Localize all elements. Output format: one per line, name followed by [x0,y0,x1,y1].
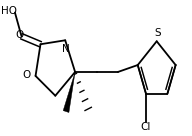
Text: O: O [22,70,31,80]
Text: S: S [154,28,161,38]
Text: Cl: Cl [140,122,150,132]
Polygon shape [63,72,75,112]
Text: HO: HO [1,6,17,16]
Text: O: O [16,30,24,40]
Text: N: N [62,44,70,54]
